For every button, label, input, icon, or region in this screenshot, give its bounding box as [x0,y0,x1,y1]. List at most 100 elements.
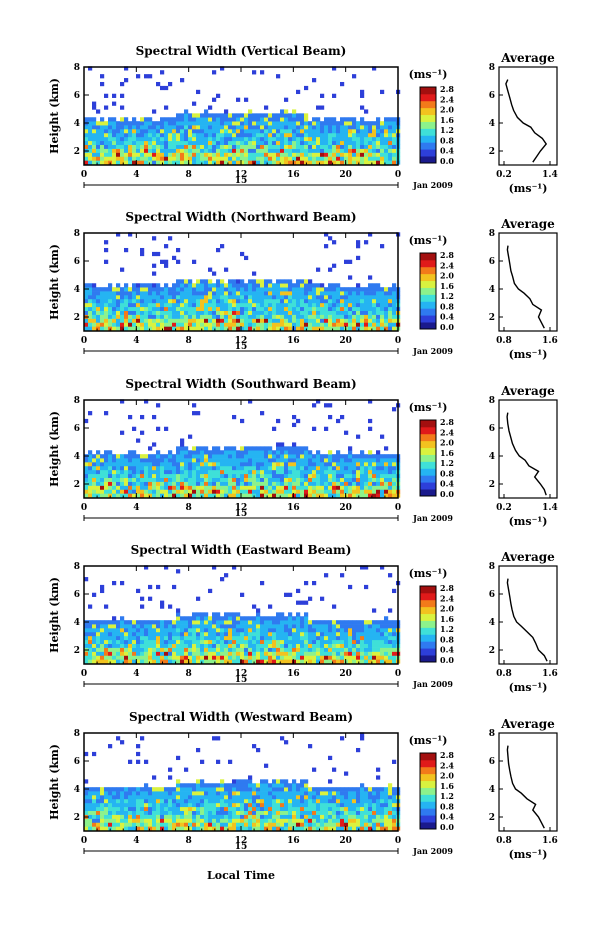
heatmap-cell [132,160,137,165]
heatmap-cell [248,302,253,308]
heatmap-cell [280,306,285,311]
heatmap-cell [84,655,89,660]
heatmap-cell [320,473,325,478]
heatmap-cell [92,481,97,486]
month-year-label: Jan 2009 [412,180,453,190]
heatmap-cell [204,791,209,796]
heatmap-cell [120,291,125,296]
heatmap-cell [276,291,281,296]
heatmap-cell [264,624,269,629]
heatmap-cell [240,295,245,300]
heatmap-cell [180,639,185,644]
heatmap-cell [388,326,393,331]
heatmap-cell [200,635,205,641]
heatmap-cell [108,655,113,660]
heatmap-cell [140,287,145,292]
heatmap-cell [260,129,265,134]
heatmap-cell [244,473,249,478]
heatmap-cell [240,310,245,315]
colorbar-swatch [420,420,436,428]
heatmap-cell [168,643,173,648]
heatmap-cell [240,477,245,482]
heatmap-cell [92,326,97,331]
heatmap-cell [344,462,349,467]
heatmap-cell [216,631,221,637]
heatmap-cell [224,783,229,788]
heatmap-cell [268,659,273,664]
heatmap-cell [368,136,373,142]
heatmap-cell [84,326,89,331]
heatmap-cell [308,121,313,126]
heatmap-cell [112,810,117,815]
heatmap-cell [152,795,157,800]
heatmap-cell [268,287,273,292]
heatmap-cell [320,469,325,475]
heatmap-cell [160,822,165,827]
heatmap-cell [264,310,269,315]
heatmap-cell [216,736,221,741]
heatmap-cell [120,647,125,652]
heatmap-cell [392,152,397,157]
heatmap-cell [360,565,365,570]
heatmap-cell [156,628,161,633]
heatmap-cell [104,326,109,331]
heatmap-cell [312,302,317,308]
heatmap-cell [328,314,333,319]
heatmap-cell [368,465,373,471]
heatmap-cell [88,473,93,478]
heatmap-cell [352,144,357,149]
heatmap-cell [252,295,257,300]
heatmap-cell [132,787,137,792]
heatmap-cell [148,326,153,331]
heatmap-cell [296,121,301,126]
heatmap-cell [236,140,241,145]
heatmap-cell [116,469,121,475]
heatmap-cell [268,489,273,494]
avg-y-tick-label: 4 [489,119,495,129]
heatmap-cell [336,326,341,331]
heatmap-cell [120,631,125,637]
heatmap-cell [92,818,97,823]
heatmap-cell [164,485,169,490]
heatmap-cell [188,318,193,323]
heatmap-cell [332,148,337,153]
heatmap-cell [88,140,93,145]
heatmap-cell [284,454,289,459]
heatmap-cell [360,477,365,482]
heatmap-cell [116,795,121,800]
heatmap-cell [180,493,185,498]
heatmap-cell [296,454,301,459]
heatmap-cell [224,818,229,823]
colorbar-swatch [420,489,436,497]
heatmap-cell [300,318,305,323]
heatmap-cell [184,655,189,660]
heatmap-cell [352,125,357,130]
heatmap-cell [132,620,137,625]
heatmap-cell [312,314,317,319]
heatmap-cell [248,814,253,819]
heatmap-cell [148,818,153,823]
heatmap-cell [312,485,317,490]
heatmap-cell [328,635,333,641]
avg-y-tick-label: 6 [489,590,495,600]
heatmap-cell [156,787,161,792]
heatmap-cell [392,125,397,130]
heatmap-cell [236,616,241,621]
heatmap-cell [276,310,281,315]
heatmap-cell [348,489,353,494]
heatmap-cell [316,628,321,633]
heatmap-cell [152,806,157,811]
heatmap-cell [228,651,233,656]
heatmap-cell [304,121,309,126]
heatmap-cell [176,798,181,804]
heatmap-cell [84,283,89,288]
heatmap-cell [192,481,197,486]
heatmap-cell [220,66,225,71]
heatmap-cell [232,414,237,420]
heatmap-cell [296,612,301,617]
x-tick-label: 12 [235,336,248,346]
heatmap-cell [236,822,241,827]
heatmap-cell [168,136,173,142]
heatmap-cell [188,283,193,288]
heatmap-cell [220,160,225,165]
